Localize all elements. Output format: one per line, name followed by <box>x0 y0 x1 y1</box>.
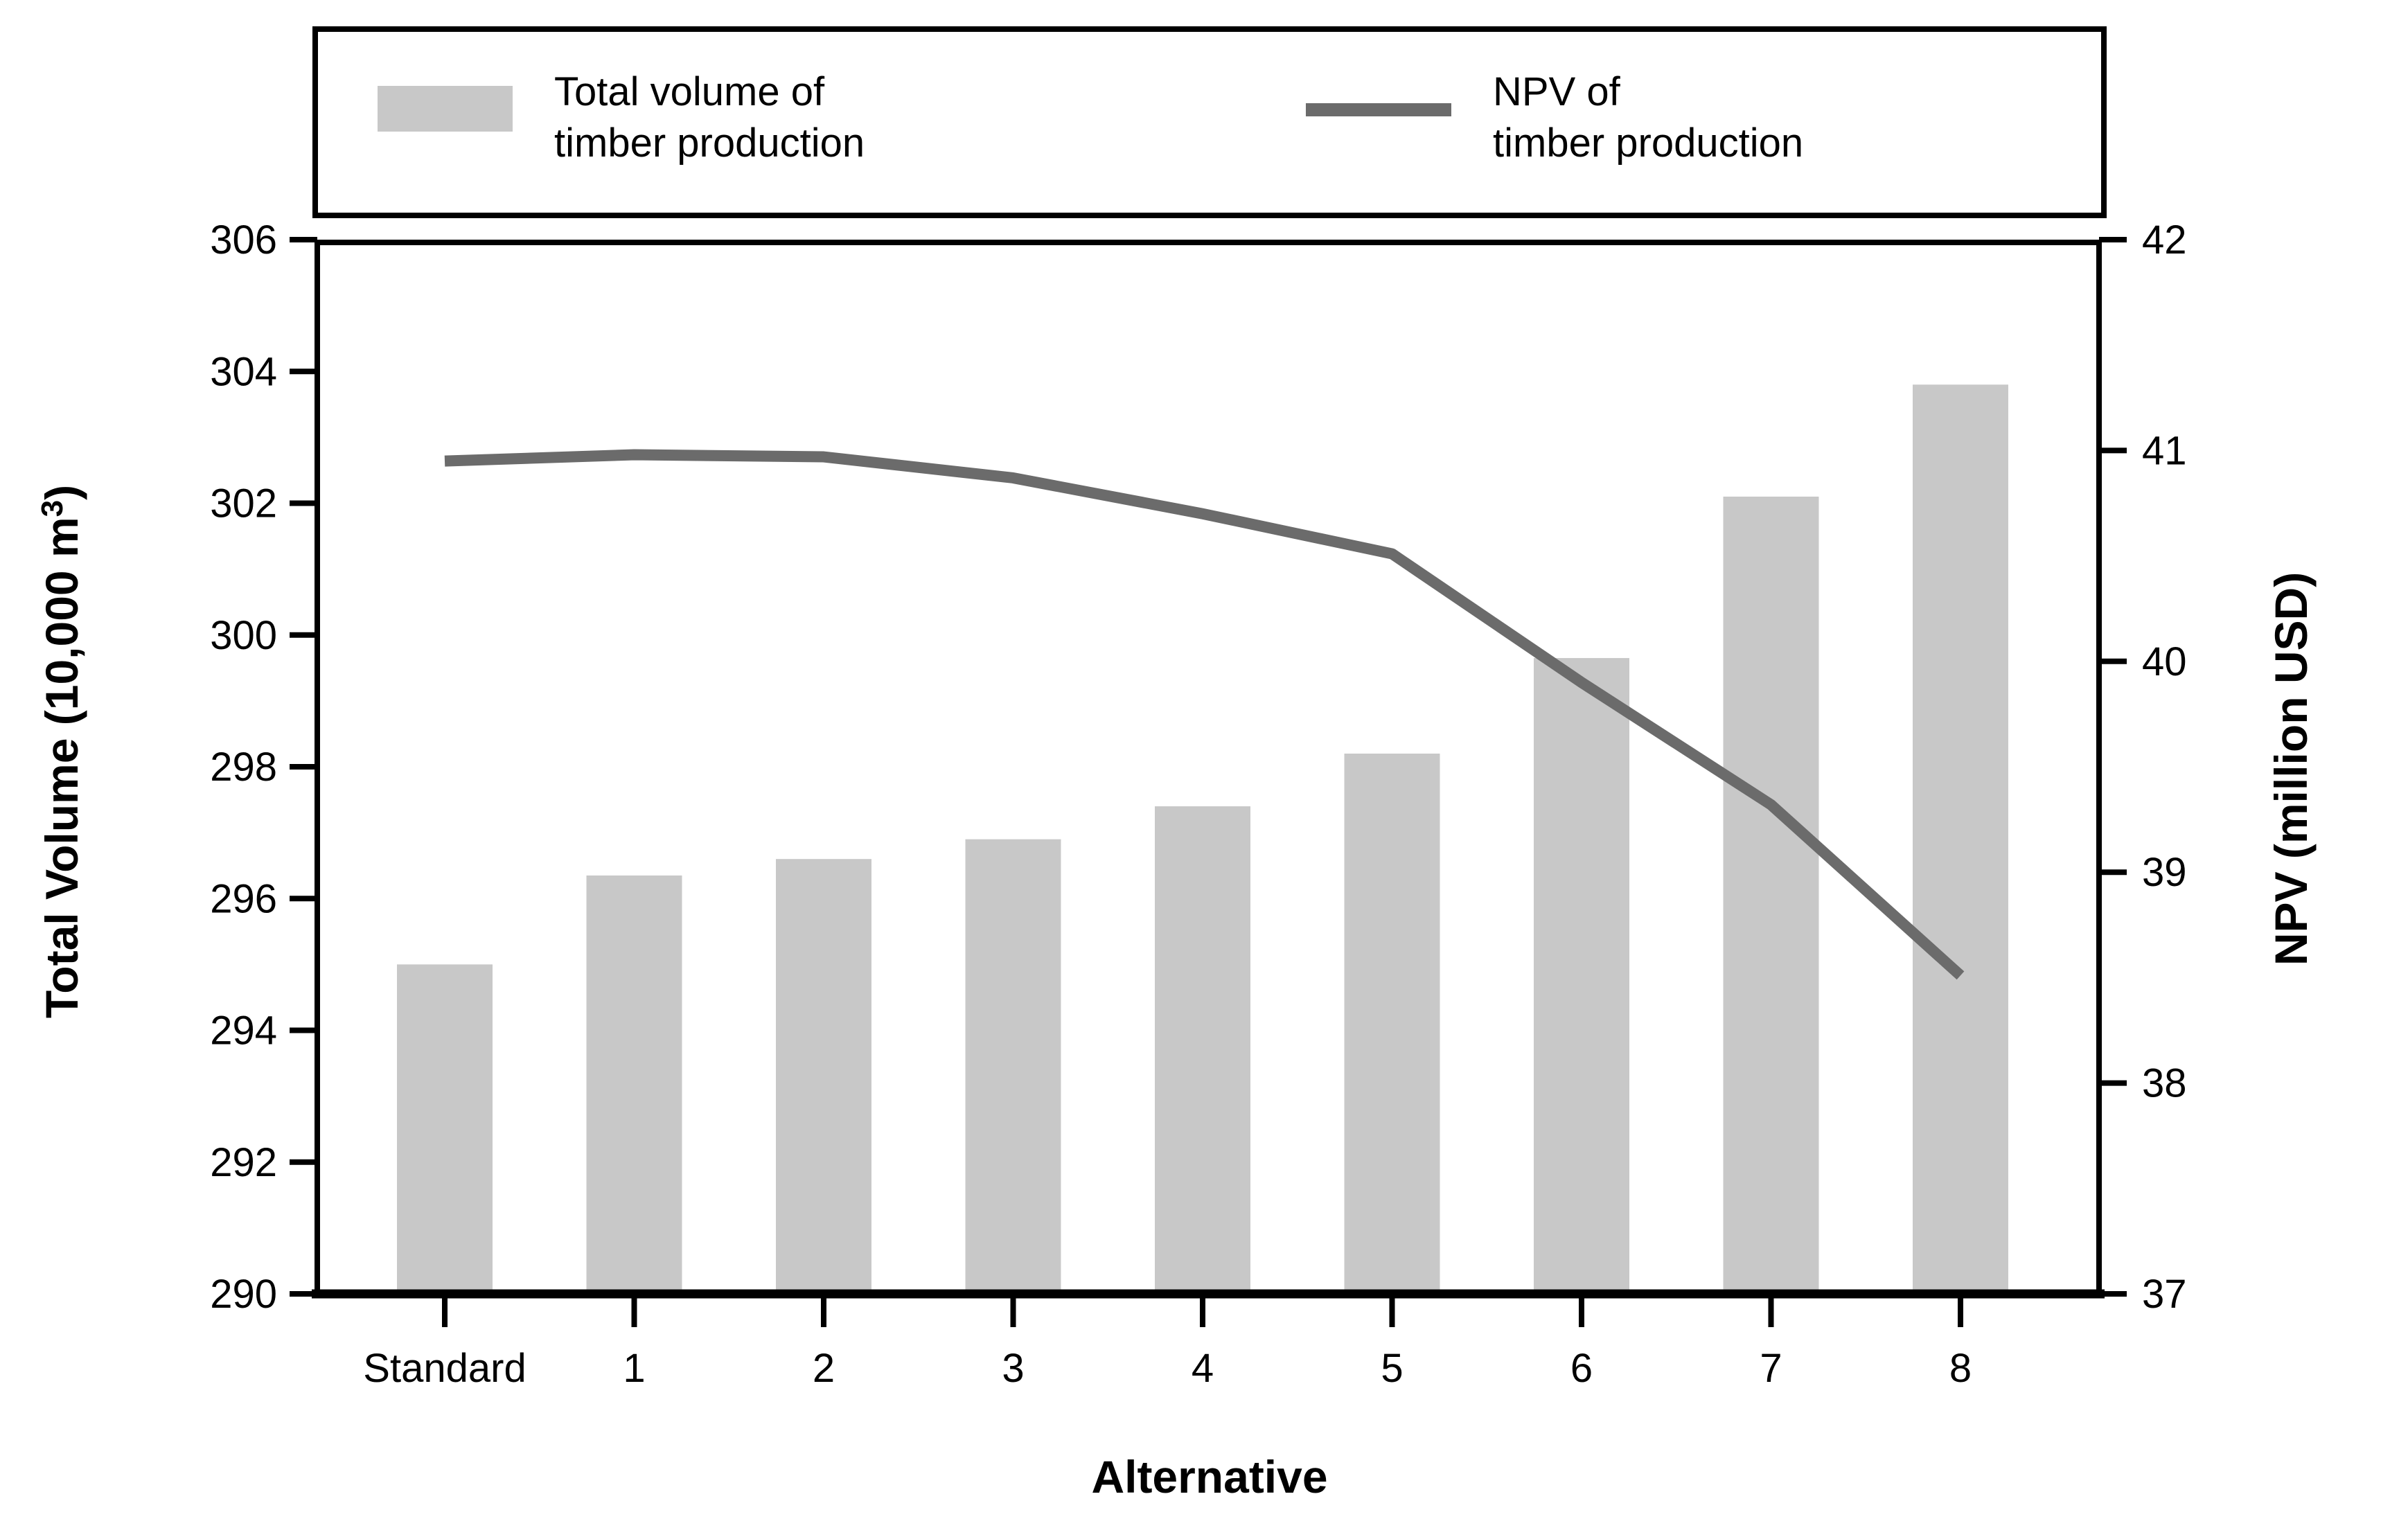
left-tick-label-296: 296 <box>210 876 277 921</box>
npv-line-group <box>444 449 1965 980</box>
bar-2 <box>776 859 871 1294</box>
legend-line-swatch <box>1306 103 1451 116</box>
x-tick-label-3: 3 <box>1002 1346 1024 1391</box>
bar-8 <box>1913 384 2008 1294</box>
x-tick-label-8: 8 <box>1949 1346 1972 1391</box>
legend-bar-swatch <box>378 86 513 132</box>
left-tick-label-306: 306 <box>210 217 277 263</box>
left-tick-label-290: 290 <box>210 1272 277 1317</box>
bar-6 <box>1534 658 1629 1294</box>
left-tick-label-304: 304 <box>210 349 277 394</box>
left-axis-title: Total Volume (10,000 m3) <box>35 485 87 1018</box>
bar-7 <box>1723 496 1819 1294</box>
npv-line <box>444 449 1965 980</box>
legend-label-volume-line1: Total volume of <box>554 69 825 114</box>
legend-label-npv-line1: NPV of <box>1493 69 1621 114</box>
left-tick-label-294: 294 <box>210 1009 277 1054</box>
bar-4 <box>1155 806 1250 1294</box>
x-tick-label-5: 5 <box>1381 1346 1403 1391</box>
right-tick-label-42: 42 <box>2142 217 2187 263</box>
legend-label-npv-line2: timber production <box>1493 121 1803 166</box>
volume-bars-group <box>397 384 2008 1294</box>
right-axis-title: NPV (million USD) <box>2265 572 2317 966</box>
right-tick-label-39: 39 <box>2142 850 2187 895</box>
right-tick-label-38: 38 <box>2142 1061 2187 1106</box>
x-tick-label-1: 1 <box>623 1346 645 1391</box>
x-axis-title: Alternative <box>1091 1451 1327 1502</box>
axis-tick-labels-group: 306304302300298296294292290424140393837S… <box>210 217 2186 1391</box>
legend: Total volume of timber production NPV of… <box>312 26 2107 218</box>
bar-1 <box>586 875 682 1294</box>
left-tick-label-302: 302 <box>210 481 277 526</box>
right-tick-label-40: 40 <box>2142 639 2187 684</box>
x-tick-label-4: 4 <box>1192 1346 1214 1391</box>
x-tick-label-6: 6 <box>1570 1346 1593 1391</box>
bar-3 <box>965 839 1061 1294</box>
bar-5 <box>1344 753 1440 1294</box>
right-tick-label-37: 37 <box>2142 1272 2187 1317</box>
left-tick-label-300: 300 <box>210 613 277 658</box>
left-axis-title-superscript: 3 <box>35 500 69 517</box>
x-tick-label-standard: Standard <box>363 1346 526 1391</box>
legend-frame <box>312 26 2107 218</box>
right-tick-label-41: 41 <box>2142 428 2187 473</box>
x-tick-label-7: 7 <box>1760 1346 1782 1391</box>
legend-label-volume-line2: timber production <box>554 121 865 166</box>
left-tick-label-292: 292 <box>210 1140 277 1185</box>
left-tick-label-298: 298 <box>210 745 277 790</box>
bar-standard <box>397 964 493 1294</box>
axis-ticks-group <box>290 237 2127 1327</box>
x-tick-label-2: 2 <box>813 1346 835 1391</box>
